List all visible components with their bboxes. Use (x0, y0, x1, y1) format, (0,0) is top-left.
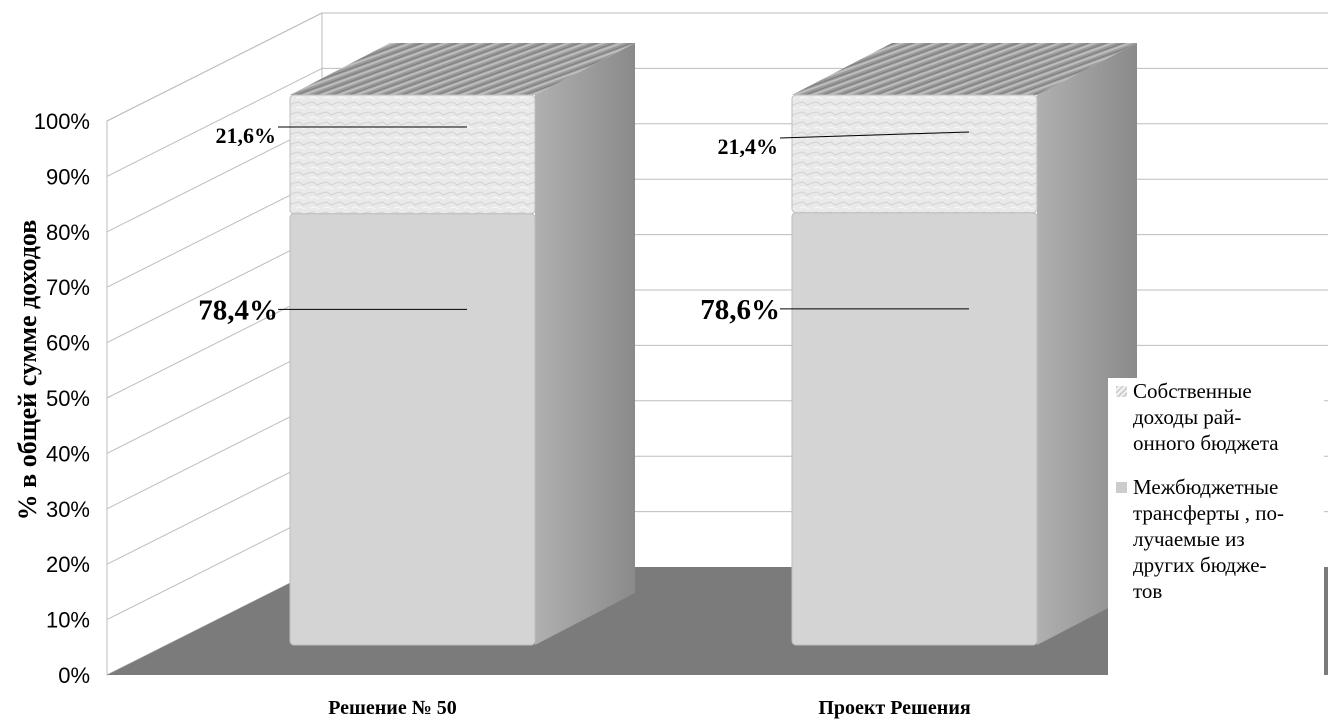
y-tick-label: 80% (46, 220, 90, 245)
data-label-transfers: 78,4% (198, 294, 278, 326)
y-tick-label: 50% (46, 386, 90, 411)
legend-item-own-revenue: Собственные доходы рай- онного бюджета (1116, 378, 1324, 456)
gridline-left (106, 400, 323, 510)
y-axis-label: % в общей сумме доходов (13, 220, 42, 521)
legend: Собственные доходы рай- онного бюджета М… (1108, 378, 1324, 680)
y-tick-label: 30% (46, 497, 90, 522)
x-axis-categories: Решение № 50 Проект Решения (328, 697, 971, 719)
legend-label-own-revenue: Собственные доходы рай- онного бюджета (1133, 379, 1279, 455)
gridline-left (106, 12, 323, 122)
x-category-label: Решение № 50 (328, 697, 457, 719)
data-label-transfers: 78,6% (700, 294, 780, 326)
data-label-own-revenue: 21,6% (216, 123, 277, 148)
gridline-left (106, 289, 323, 399)
data-label-own-revenue: 21,4% (718, 134, 779, 159)
gridline-left (106, 67, 323, 177)
leader-line (779, 131, 970, 139)
y-tick-label: 40% (46, 441, 90, 466)
data-labels: 78,4% 21,6% 78,6% 21,4% (198, 123, 970, 326)
legend-label-transfers: Межбюджетные трансферты , по- лучаемые и… (1133, 475, 1284, 603)
gridline-left (106, 234, 323, 344)
gridline-left (106, 123, 323, 233)
bar-top (792, 43, 1137, 95)
x-category-label: Проект Решения (818, 697, 971, 719)
bar-side (535, 43, 635, 645)
y-axis-ticks: 0% 10% 20% 30% 40% 50% 60% 70% 80% 90% 100% (34, 109, 90, 688)
y-tick-label: 60% (46, 331, 90, 356)
y-tick-label: 90% (46, 164, 90, 189)
gridline-left (106, 455, 323, 565)
y-tick-label: 10% (46, 608, 90, 633)
bar-segment-transfers (791, 212, 1038, 646)
bar-segment-transfers (289, 213, 536, 646)
gridline-left (106, 178, 323, 288)
legend-swatch-own-revenue (1116, 386, 1127, 397)
bar-segment-own-revenue (791, 94, 1038, 214)
y-tick-label: 70% (46, 275, 90, 300)
bars (289, 43, 1137, 646)
legend-swatch-transfers (1116, 482, 1127, 493)
gridline-left (106, 344, 323, 454)
bar-segment-own-revenue (289, 94, 536, 215)
bar-top (290, 43, 635, 95)
gridline-left (106, 511, 323, 621)
legend-item-transfers: Межбюджетные трансферты , по- лучаемые и… (1116, 474, 1324, 604)
y-tick-label: 0% (58, 663, 90, 688)
y-tick-label: 20% (46, 552, 90, 577)
y-tick-label: 100% (34, 109, 90, 134)
